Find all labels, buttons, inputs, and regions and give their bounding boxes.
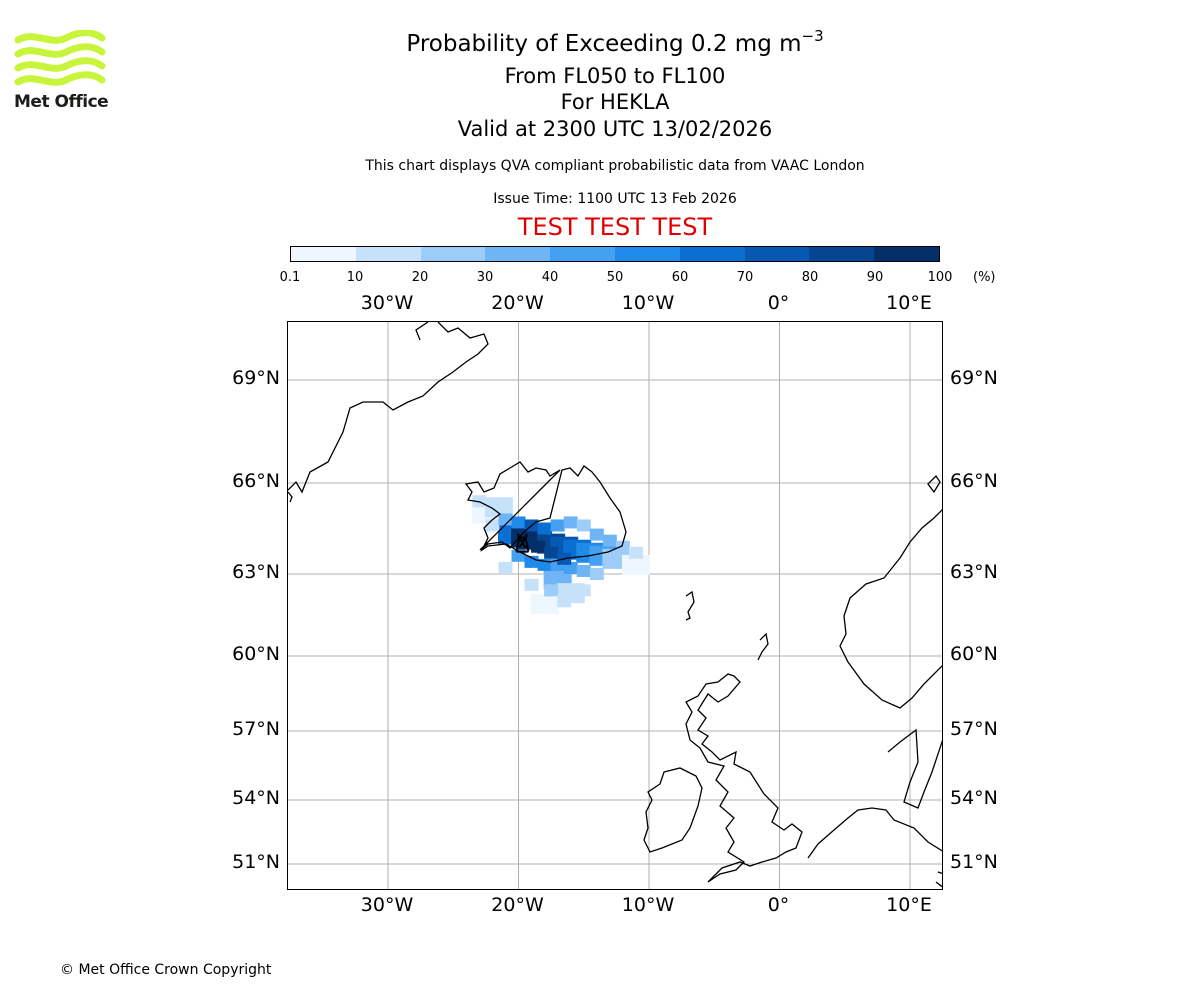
colorbar-segment [809, 247, 875, 261]
lat-label: 63°N [950, 561, 998, 583]
probability-cell [485, 519, 500, 532]
probability-cell [557, 595, 572, 608]
colorbar-segment [679, 247, 745, 261]
disclaimer-text: This chart displays QVA compliant probab… [365, 158, 865, 174]
volcano-name: For HEKLA [560, 90, 670, 114]
lat-label: 54°N [950, 787, 998, 809]
probability-cell [524, 578, 539, 591]
probability-cell [589, 568, 604, 580]
lon-label: 0° [767, 292, 790, 314]
coast-faroe [685, 590, 695, 621]
lon-label: 0° [767, 894, 790, 916]
colorbar-segment [550, 247, 615, 261]
lon-label: 10°W [621, 894, 675, 916]
colorbar-tick-label: 40 [541, 270, 559, 285]
lat-label: 69°N [232, 367, 280, 389]
met-office-logo-text: Met Office [14, 92, 109, 112]
lat-label: 51°N [950, 851, 998, 873]
coast-greenland [288, 322, 489, 494]
flight-level-range: From FL050 to FL100 [504, 64, 726, 88]
probability-cell [550, 519, 565, 532]
coast-ireland [643, 767, 703, 853]
lat-label: 54°N [232, 787, 280, 809]
probability-cell [576, 519, 591, 532]
colorbar-segment [420, 247, 486, 261]
valid-time: Valid at 2300 UTC 13/02/2026 [457, 117, 773, 141]
coast-jan-mayen [927, 474, 941, 494]
probability-cell [498, 513, 513, 526]
probability-cell [615, 540, 630, 553]
colorbar-segment [355, 247, 421, 261]
lon-label: 30°W [360, 894, 414, 916]
issue-time: Issue Time: 1100 UTC 13 Feb 2026 [493, 191, 737, 207]
lat-label: 66°N [950, 470, 998, 492]
coast-denmark [887, 728, 942, 809]
coast-baltic [935, 871, 942, 888]
coast-shetland [757, 632, 769, 661]
lat-label: 60°N [950, 643, 998, 665]
colorbar-segment [485, 247, 551, 261]
chart-title: Probability of Exceeding 0.2 mg m−3 [406, 27, 824, 57]
graticule [288, 322, 942, 889]
colorbar-tick-label: 70 [736, 270, 754, 285]
colorbar-segment [614, 247, 680, 261]
colorbar-segment [874, 247, 939, 261]
colorbar-tick-label: 30 [476, 270, 494, 285]
map-canvas [288, 322, 942, 889]
colorbar-tick-label: 90 [866, 270, 884, 285]
lon-label: 10°E [886, 292, 932, 314]
lat-label: 66°N [232, 470, 280, 492]
lat-label: 69°N [950, 367, 998, 389]
colorbar-tick-label: 20 [411, 270, 429, 285]
colorbar-tick-label: 100 [927, 270, 953, 285]
probability-cell [498, 561, 513, 574]
coast-norway [839, 509, 942, 709]
probability-cell [576, 584, 591, 597]
probability-cell [602, 534, 617, 547]
probability-cell [511, 516, 526, 529]
colorbar [290, 246, 940, 262]
coast-iceland [464, 461, 627, 563]
probability-cell [544, 584, 559, 597]
lat-label: 51°N [232, 851, 280, 873]
lon-label: 10°W [621, 292, 675, 314]
probability-cell [537, 522, 552, 535]
colorbar-segment [744, 247, 810, 261]
lon-label: 30°W [360, 292, 414, 314]
coastlines [288, 322, 942, 888]
probability-cell [531, 540, 546, 553]
volcano-marker [515, 533, 530, 553]
lat-label: 60°N [232, 643, 280, 665]
coast-uk [685, 673, 803, 883]
probability-cell [563, 561, 578, 574]
colorbar-segment [291, 247, 356, 261]
map-frame [287, 321, 943, 890]
probability-cell [484, 497, 513, 518]
met-office-logo-waves [14, 30, 106, 86]
colorbar-tick-label: 50 [606, 270, 624, 285]
coast-continent [807, 807, 942, 859]
probability-cell [628, 546, 643, 559]
probability-cell [563, 516, 578, 529]
probability-cell [576, 564, 591, 577]
colorbar-unit: (%) [973, 270, 996, 285]
colorbar-tick-label: 0.1 [279, 270, 301, 285]
lon-label: 20°W [491, 894, 544, 916]
probability-cell [589, 528, 604, 541]
probability-cell [621, 554, 650, 575]
lat-label: 57°N [950, 718, 998, 740]
coast-greenland-se [288, 491, 293, 503]
colorbar-tick-label: 60 [671, 270, 689, 285]
copyright: © Met Office Crown Copyright [60, 962, 272, 978]
probability-cell [472, 495, 487, 508]
probability-cell [544, 546, 559, 559]
colorbar-tick-label: 80 [801, 270, 819, 285]
probability-cell [530, 594, 559, 615]
lon-label: 10°E [886, 894, 932, 916]
lat-label: 57°N [232, 718, 280, 740]
lon-label: 20°W [491, 292, 544, 314]
colorbar-tick-label: 10 [346, 270, 364, 285]
lat-label: 63°N [232, 561, 280, 583]
test-banner: TEST TEST TEST [517, 213, 713, 241]
